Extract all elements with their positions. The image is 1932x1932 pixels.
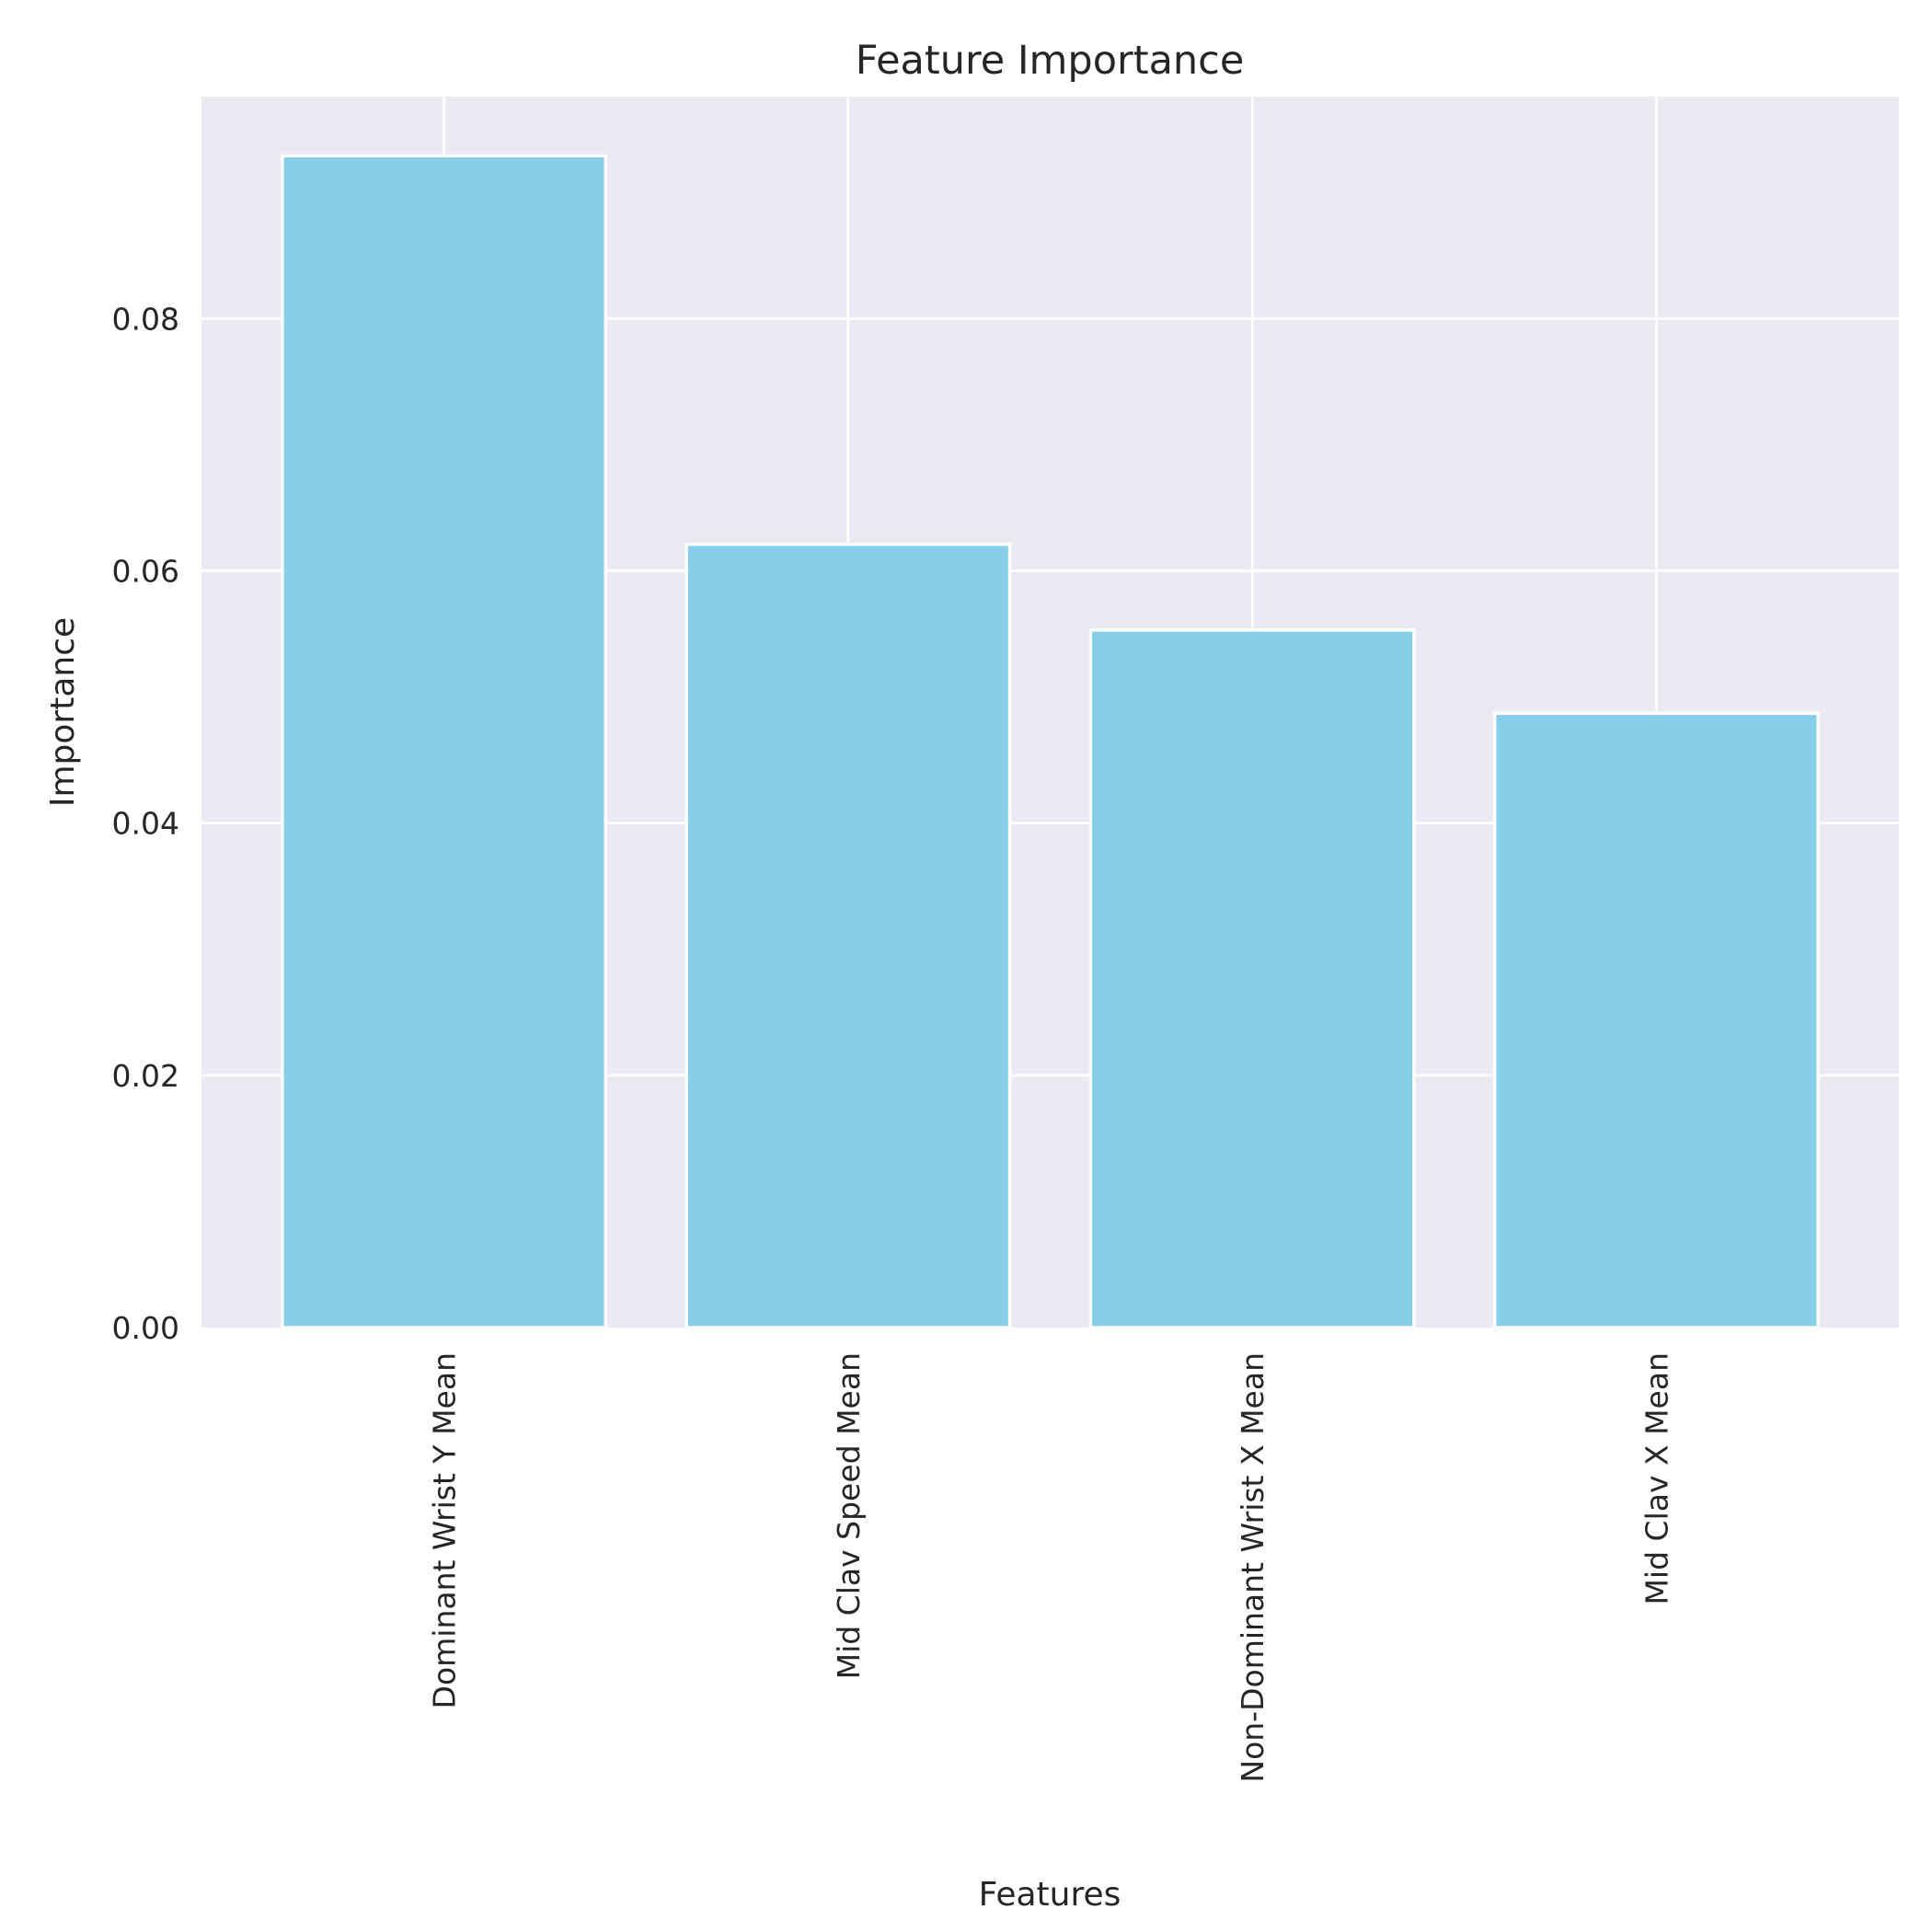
chart-title: Feature Importance <box>856 38 1245 84</box>
y-axis-label: Importance <box>44 617 82 807</box>
bar-2 <box>684 542 1012 1329</box>
y-tick-label: 0.08 <box>112 301 179 337</box>
x-axis-label: Features <box>979 1876 1121 1914</box>
bar-4 <box>1493 711 1820 1329</box>
y-tick-label: 0.06 <box>112 553 179 589</box>
y-tick-label: 0.04 <box>112 806 179 842</box>
y-tick-labels: 0.00 0.02 0.04 0.06 0.08 <box>112 301 179 1346</box>
x-tick-label: Mid Clav Speed Mean <box>831 1352 867 1679</box>
bar-3 <box>1088 628 1416 1329</box>
bar-1 <box>281 154 607 1329</box>
y-tick-label: 0.02 <box>112 1058 179 1094</box>
x-tick-label: Mid Clav X Mean <box>1639 1352 1674 1605</box>
y-tick-label: 0.00 <box>112 1310 179 1346</box>
x-tick-label: Dominant Wrist Y Mean <box>427 1352 463 1708</box>
bars <box>281 154 1820 1329</box>
x-tick-labels: Dominant Wrist Y Mean Mid Clav Speed Mean… <box>427 1352 1675 1783</box>
x-tick-label: Non-Dominant Wrist X Mean <box>1235 1352 1271 1783</box>
